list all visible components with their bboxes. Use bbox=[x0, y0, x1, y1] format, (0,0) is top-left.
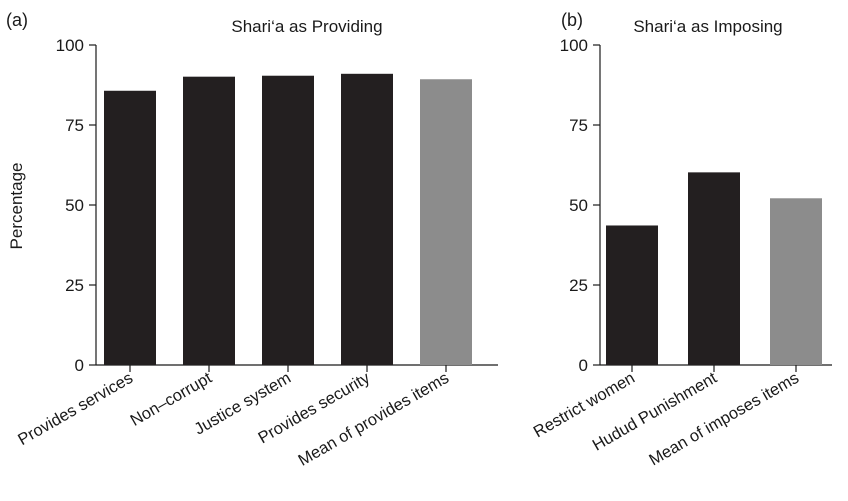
panel-b: (b) Shari‘a as Imposing0255075100Restrict… bbox=[531, 10, 832, 469]
panel-title-b: Shari‘a as Imposing bbox=[633, 17, 782, 36]
y-axis-title: Percentage bbox=[7, 163, 26, 250]
panel-a: (a) Shari‘a as Providing 0 25 50 75 100 Provide… bbox=[6, 10, 498, 470]
y-tick-label: 0 bbox=[579, 356, 588, 375]
y-tick-label: 50 bbox=[569, 196, 588, 215]
y-tick-label: 75 bbox=[569, 116, 588, 135]
bar bbox=[606, 225, 658, 365]
bar bbox=[420, 79, 472, 366]
y-tick-label: 75 bbox=[65, 116, 84, 135]
bar bbox=[341, 73, 393, 366]
x-category-label: Provides services bbox=[15, 369, 136, 449]
y-tick-label: 25 bbox=[65, 276, 84, 295]
bar bbox=[104, 90, 156, 365]
y-tick-label: 100 bbox=[56, 36, 84, 55]
y-tick-label: 50 bbox=[65, 196, 84, 215]
y-tick-label: 25 bbox=[569, 276, 588, 295]
bar bbox=[688, 172, 740, 365]
panel-letter-b: (b) bbox=[561, 10, 583, 30]
x-category-label: Mean of imposes items bbox=[646, 369, 802, 469]
bar bbox=[770, 198, 822, 365]
x-category-label: Mean of provides items bbox=[295, 369, 452, 470]
y-tick-label: 100 bbox=[560, 36, 588, 55]
bar bbox=[262, 75, 314, 365]
bar bbox=[183, 76, 235, 366]
y-tick-label: 0 bbox=[75, 356, 84, 375]
panel-title-a: Shari‘a as Providing bbox=[231, 17, 382, 36]
panel-letter-a: (a) bbox=[6, 10, 28, 30]
